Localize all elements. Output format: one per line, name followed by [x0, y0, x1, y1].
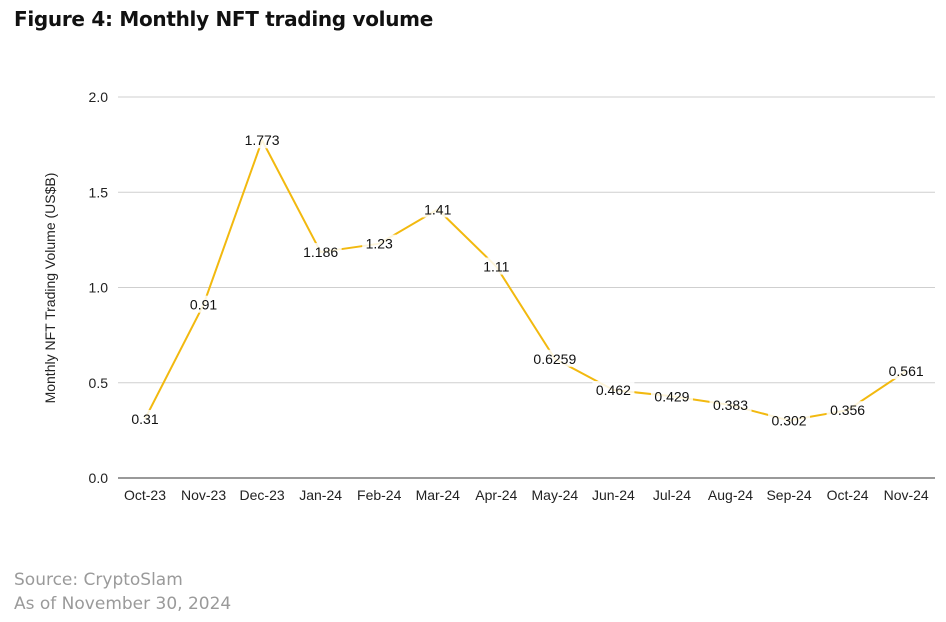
data-label-background	[299, 243, 342, 261]
data-label: 1.41	[424, 201, 451, 217]
x-tick-label: Oct-24	[827, 487, 869, 503]
data-label: 0.429	[654, 388, 689, 404]
y-tick-label: 0.5	[89, 375, 109, 391]
y-tick-label: 0.0	[89, 470, 109, 486]
data-label: 0.31	[131, 411, 158, 427]
source-note: Source: CryptoSlam	[14, 570, 183, 590]
x-tick-label: Apr-24	[475, 487, 517, 503]
x-tick-label: Sep-24	[766, 487, 811, 503]
data-label: 0.302	[772, 412, 807, 428]
x-tick-label: Jan-24	[299, 487, 342, 503]
x-tick-label: Feb-24	[357, 487, 402, 503]
x-tick-label: Aug-24	[708, 487, 753, 503]
as-of-note: As of November 30, 2024	[14, 594, 232, 614]
data-label: 1.23	[366, 236, 393, 252]
x-tick-label: Jun-24	[592, 487, 635, 503]
x-tick-label: Nov-24	[884, 487, 929, 503]
y-tick-label: 2.0	[89, 89, 109, 105]
x-tick-label: Dec-23	[240, 487, 285, 503]
data-label: 0.356	[830, 402, 865, 418]
data-label: 1.773	[245, 132, 280, 148]
data-label-background	[709, 396, 752, 414]
y-tick-label: 1.5	[89, 184, 109, 200]
data-label: 0.91	[190, 297, 217, 313]
data-label-background	[128, 409, 162, 427]
data-label-background	[592, 380, 635, 398]
data-label-background	[768, 411, 811, 429]
data-label-background	[529, 349, 580, 367]
chart-title: Figure 4: Monthly NFT trading volume	[14, 7, 433, 31]
data-label-background	[826, 401, 869, 419]
x-tick-label: Jul-24	[653, 487, 691, 503]
data-label-background	[650, 387, 693, 405]
y-axis-label: Monthly NFT Trading Volume (US$B)	[42, 173, 58, 404]
data-line	[144, 139, 907, 422]
data-label: 1.11	[483, 259, 509, 275]
data-label-background	[186, 295, 221, 313]
x-tick-label: Nov-23	[181, 487, 226, 503]
x-tick-label: May-24	[532, 487, 579, 503]
data-label-background	[479, 257, 514, 275]
x-tick-label: Mar-24	[416, 487, 461, 503]
x-tick-label: Oct-23	[124, 487, 166, 503]
data-label: 0.383	[713, 397, 748, 413]
line-chart: 0.0 0.5 1.0 1.5 2.0 Oct-23 Nov-23 Dec-23 Jan-24 F…	[42, 89, 935, 503]
data-label: 0.6259	[533, 351, 576, 367]
data-label-background	[885, 362, 928, 380]
data-label-background	[241, 131, 284, 149]
data-label-background	[362, 234, 397, 252]
data-label: 1.186	[303, 244, 338, 260]
y-tick-label: 1.0	[89, 280, 109, 296]
data-label: 0.462	[596, 382, 631, 398]
data-label: 0.561	[889, 363, 924, 379]
data-label-background	[420, 200, 455, 218]
